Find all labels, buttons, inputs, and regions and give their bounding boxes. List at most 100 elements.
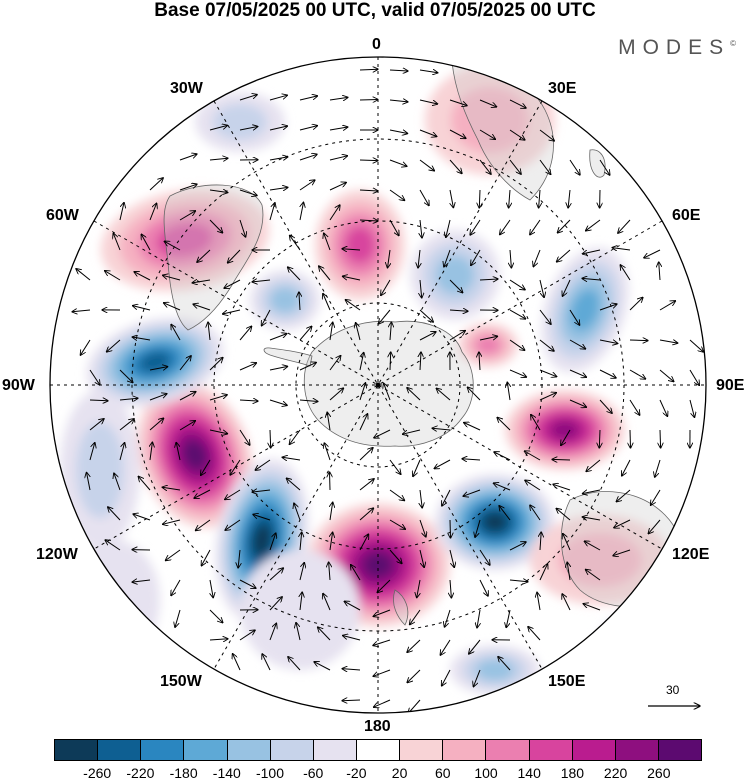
lon-label-0: 0 bbox=[372, 36, 381, 53]
madagascar-shape bbox=[589, 149, 606, 178]
wind-vector bbox=[299, 96, 318, 101]
wind-vector bbox=[629, 340, 648, 341]
wind-vector bbox=[294, 503, 301, 521]
wind-vector bbox=[329, 97, 348, 100]
wind-vector bbox=[556, 508, 571, 521]
wind-vector bbox=[539, 129, 554, 141]
colorbar-tick-label: -60 bbox=[303, 765, 324, 781]
wind-vector bbox=[539, 309, 551, 324]
wind-vector bbox=[582, 278, 601, 280]
wind-vector bbox=[537, 592, 540, 611]
wind-vector bbox=[499, 506, 511, 521]
wind-vector bbox=[323, 593, 331, 611]
wind-vector bbox=[209, 358, 223, 371]
colorbar-swatch bbox=[141, 740, 185, 760]
antarctic-peninsula-shape bbox=[263, 347, 313, 367]
wind-vector bbox=[208, 322, 210, 341]
wind-vector bbox=[614, 519, 631, 528]
wind-vector bbox=[359, 534, 369, 551]
wind-vector bbox=[138, 476, 151, 491]
wind-vector bbox=[239, 429, 250, 445]
wind-vector bbox=[299, 154, 317, 161]
wind-vector bbox=[567, 562, 570, 581]
wind-vector bbox=[299, 563, 304, 581]
wind-vector bbox=[586, 459, 601, 472]
modes-logo: MODES© bbox=[618, 36, 736, 60]
wind-vector bbox=[524, 451, 541, 461]
wind-vector bbox=[300, 532, 302, 551]
wind-vector bbox=[330, 322, 333, 341]
wind-vector bbox=[450, 519, 451, 538]
wind-vector bbox=[442, 489, 451, 506]
wind-vector bbox=[149, 178, 163, 191]
wind-vector bbox=[407, 669, 421, 683]
wind-vector bbox=[436, 388, 451, 401]
wind-vector bbox=[509, 99, 526, 108]
wind-vector bbox=[209, 429, 228, 434]
wind-vector bbox=[329, 356, 341, 371]
colorbar-swatch bbox=[400, 740, 444, 760]
wind-vector bbox=[269, 533, 276, 551]
wind-vector bbox=[342, 276, 361, 281]
wind-vector bbox=[629, 369, 646, 379]
wind-vector bbox=[462, 459, 481, 460]
lon-label-60w: 60W bbox=[46, 207, 79, 224]
lon-label-180: 180 bbox=[364, 718, 391, 735]
wind-vector bbox=[299, 400, 318, 402]
wind-vector bbox=[164, 241, 181, 251]
wind-vector bbox=[296, 623, 301, 641]
wind-vector bbox=[644, 249, 661, 258]
wind-vector bbox=[269, 95, 287, 101]
wind-vector bbox=[330, 532, 333, 551]
wind-vector bbox=[389, 159, 407, 166]
wind-vector bbox=[477, 609, 480, 628]
wind-vector bbox=[269, 568, 283, 581]
wind-vector bbox=[133, 514, 151, 521]
wind-vector bbox=[539, 369, 557, 377]
wind-vector bbox=[557, 219, 571, 233]
wind-vector bbox=[329, 388, 344, 401]
wind-vector bbox=[314, 662, 331, 671]
wind-vector bbox=[342, 669, 361, 670]
wind-vector bbox=[509, 189, 510, 208]
map-title: Base 07/05/2025 00 UTC, valid 07/05/2025… bbox=[154, 0, 596, 21]
wind-vector bbox=[464, 423, 481, 431]
wind-vector bbox=[569, 399, 587, 407]
wind-vector bbox=[552, 459, 571, 460]
wind-vector bbox=[149, 418, 164, 431]
colorbar-tick-label: -180 bbox=[169, 765, 198, 781]
wind-vector bbox=[171, 579, 181, 596]
wind-vector bbox=[479, 579, 488, 596]
wind-vector bbox=[89, 419, 104, 431]
wind-vector bbox=[381, 279, 391, 296]
wind-vector bbox=[410, 609, 421, 625]
wind-vector bbox=[568, 189, 570, 208]
wind-vector bbox=[194, 489, 211, 498]
wind-vector bbox=[432, 428, 451, 430]
wind-vector bbox=[300, 592, 302, 611]
negative-anomaly-contour bbox=[475, 659, 515, 681]
wind-vector bbox=[269, 597, 282, 611]
wind-vector bbox=[359, 69, 378, 70]
wind-vector bbox=[419, 519, 426, 537]
wind-vector bbox=[449, 310, 468, 311]
wind-vector bbox=[509, 129, 525, 140]
wind-vector bbox=[612, 248, 631, 250]
wind-vector bbox=[599, 340, 618, 344]
wind-vector bbox=[269, 126, 288, 131]
wind-vector bbox=[209, 395, 227, 401]
wind-vector bbox=[569, 159, 580, 175]
wind-vector bbox=[345, 300, 361, 311]
wind-vector bbox=[179, 421, 195, 431]
wind-vector bbox=[467, 387, 481, 401]
wind-vector bbox=[252, 280, 271, 282]
wind-vector bbox=[586, 219, 601, 231]
positive-anomaly-contour bbox=[451, 87, 529, 153]
wind-vector bbox=[108, 507, 121, 521]
wind-vector bbox=[655, 459, 661, 477]
colorbar-tick-label: 260 bbox=[647, 765, 671, 781]
colorbar-swatch bbox=[529, 740, 573, 760]
wind-vector bbox=[225, 489, 241, 500]
wind-vector bbox=[582, 517, 601, 520]
